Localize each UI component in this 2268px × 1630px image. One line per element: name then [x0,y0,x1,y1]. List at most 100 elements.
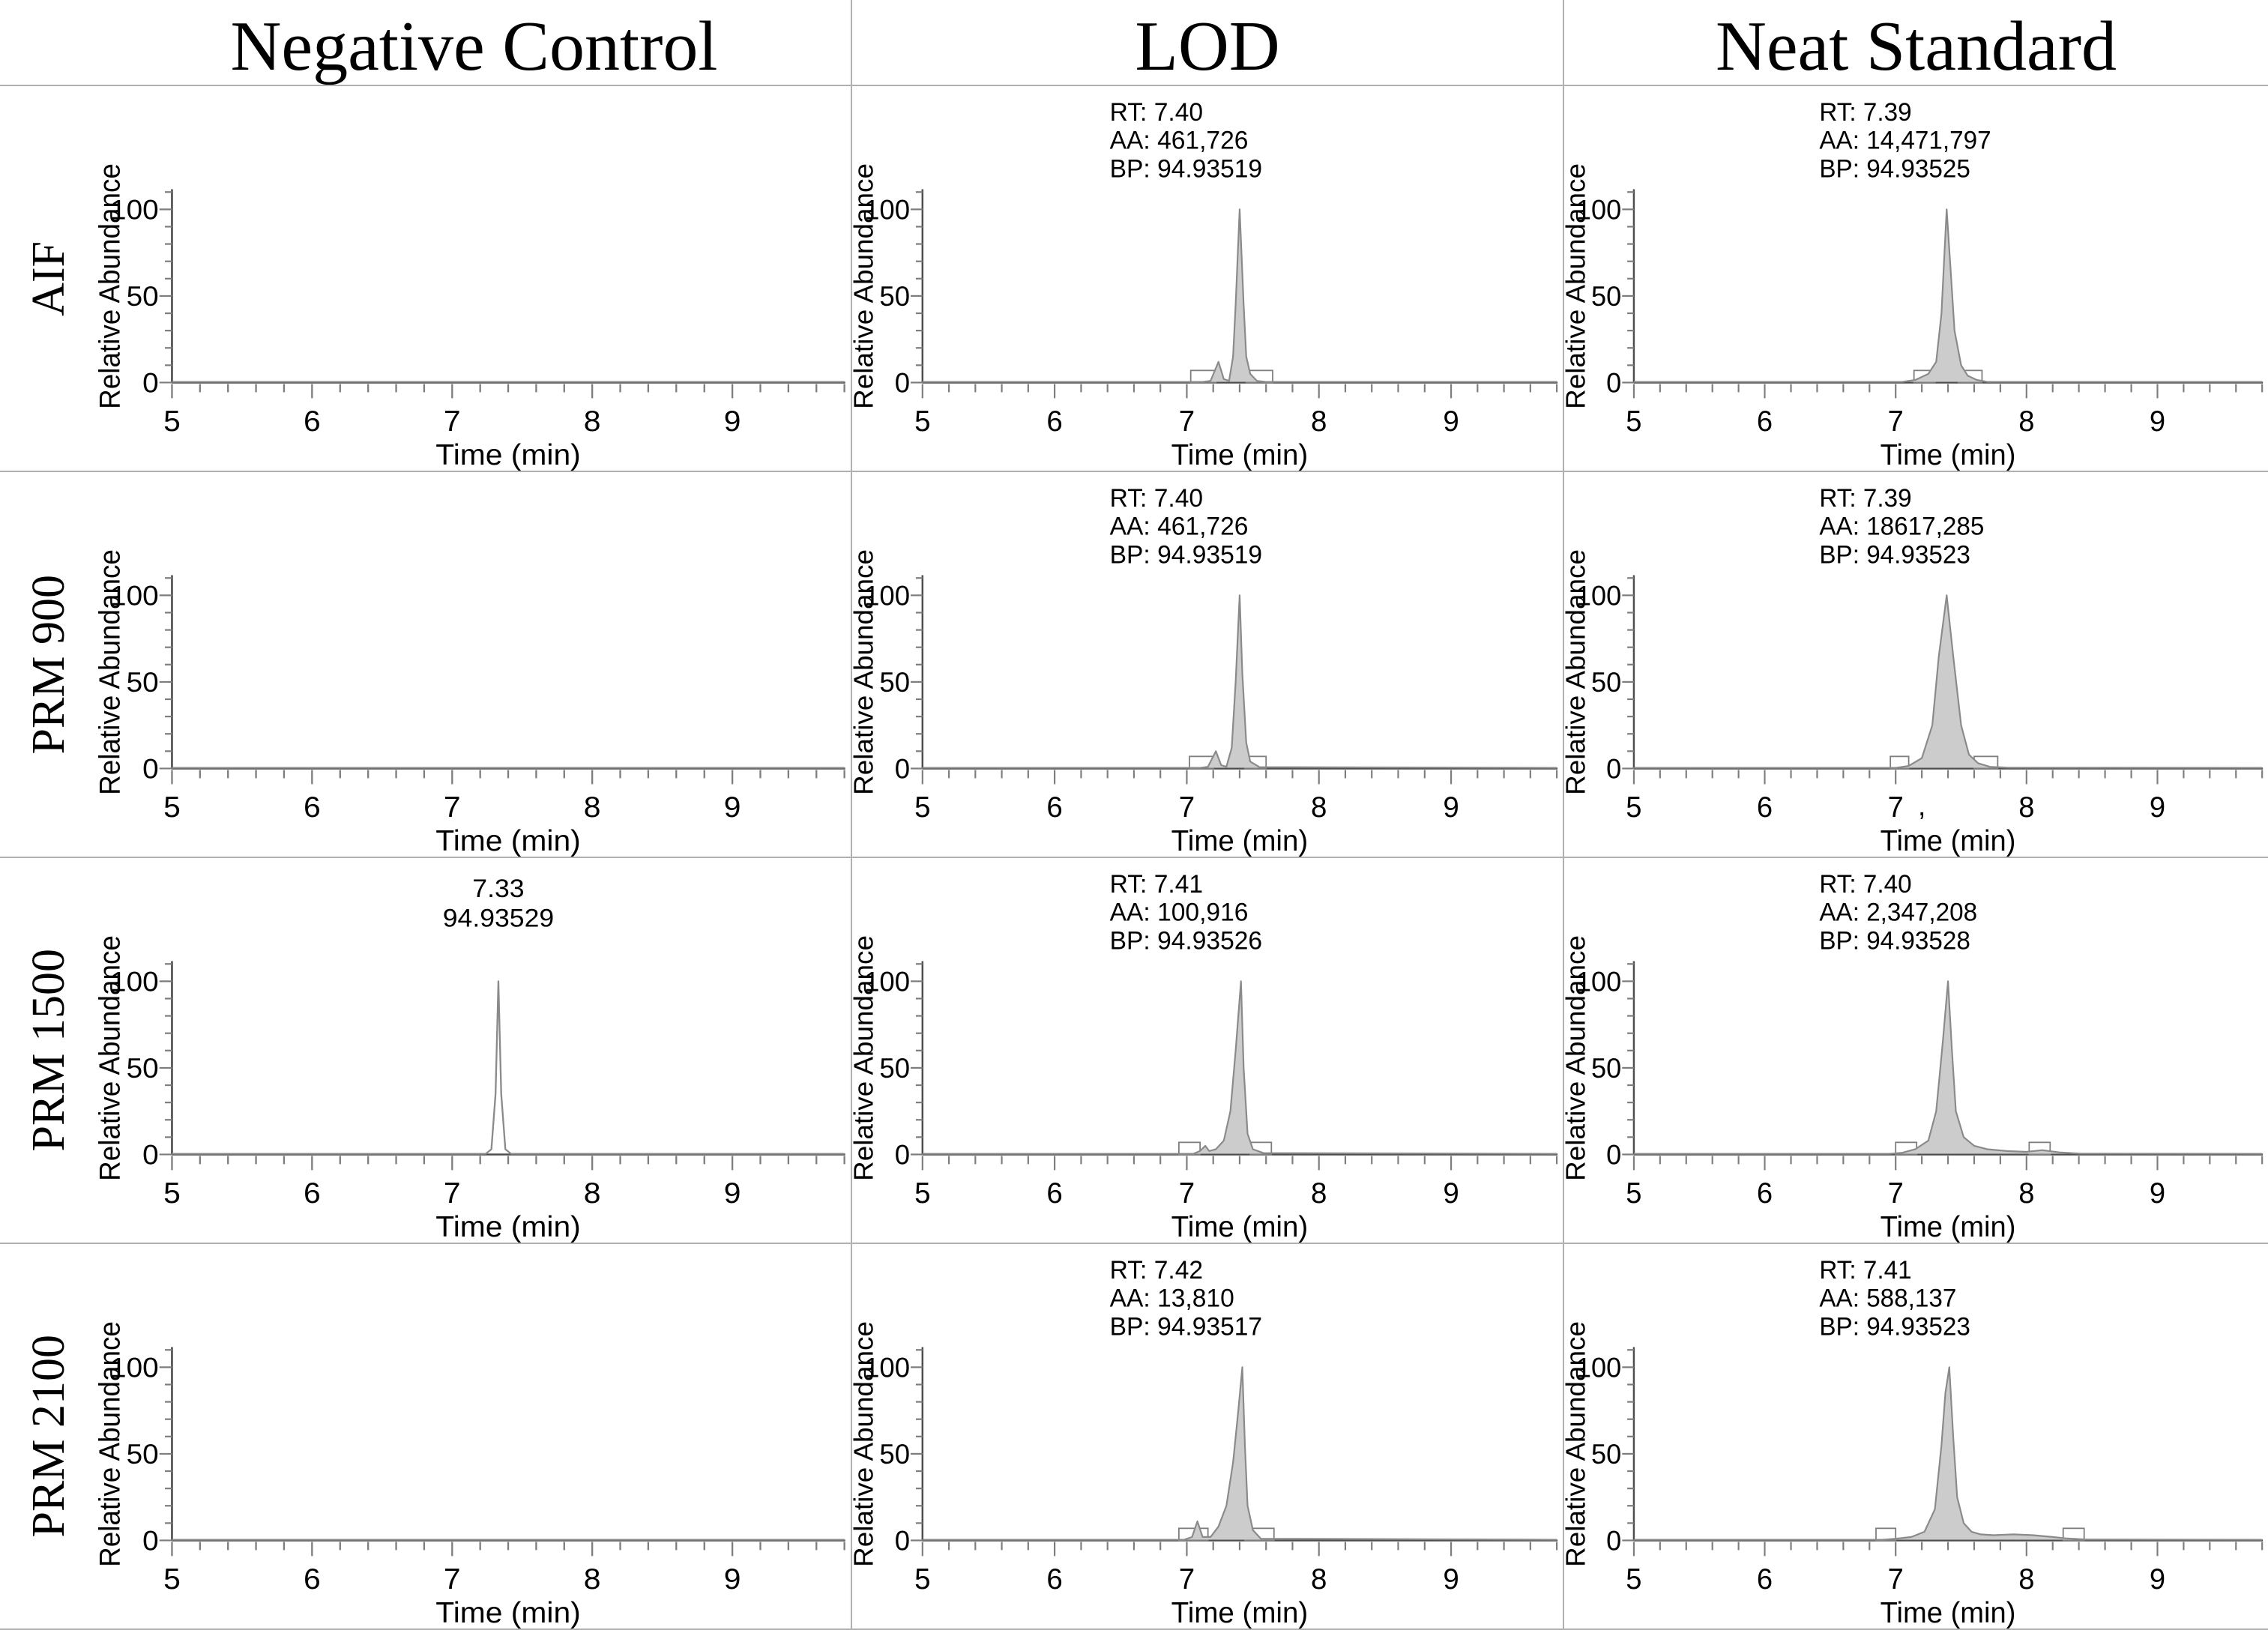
svg-text:9: 9 [1443,1563,1459,1596]
svg-text:9: 9 [1443,791,1459,824]
panel-aif-negative-control: 0 50 100 5 6 7 8 9 Time (min) Relative Abundance [97,86,851,472]
svg-text:50: 50 [879,281,910,312]
svg-text:5: 5 [914,791,930,824]
svg-text:7: 7 [444,405,461,438]
svg-text:5: 5 [1626,1177,1641,1210]
svg-text:AA: 461,726: AA: 461,726 [1110,127,1249,155]
svg-text:Time (min): Time (min) [1881,1597,2016,1629]
svg-text:5: 5 [163,405,181,438]
panel-aif-neat-standard: 0 50 100 5 6 7 8 9 Time (min) Relative Abundance R… [1563,86,2268,472]
svg-text:50: 50 [1591,1053,1621,1084]
svg-text:100: 100 [1576,1352,1621,1383]
panel-prm-2100-neat-standard: 0 50 100 5 6 7 8 9 Time (min) Relative Abundance R… [1563,1244,2268,1630]
svg-text:50: 50 [127,1054,159,1084]
svg-text:50: 50 [879,667,910,698]
svg-text:8: 8 [2018,1177,2034,1210]
svg-text:94.93529: 94.93529 [443,905,554,932]
svg-text:8: 8 [1311,1563,1327,1596]
svg-text:6: 6 [1757,1563,1773,1596]
svg-text:50: 50 [127,282,159,313]
svg-text:AA: 18617,285: AA: 18617,285 [1819,513,1984,540]
svg-text:Relative Abundance: Relative Abundance [97,935,127,1181]
column-header-label: Negative Control [230,7,718,85]
svg-text:Relative Abundance: Relative Abundance [852,1321,879,1567]
svg-text:8: 8 [584,1563,601,1596]
svg-text:0: 0 [1606,1139,1621,1170]
svg-text:0: 0 [1606,753,1621,784]
svg-text:7: 7 [444,1177,461,1210]
row-label-text: PRM 900 [23,574,74,755]
svg-text:Time (min): Time (min) [1881,1211,2016,1243]
chromatogram-plot: 0 50 100 5 6 7 8 9 Time (min) Relative Abundance R… [852,484,1558,857]
svg-text:Time (min): Time (min) [1171,1597,1309,1629]
svg-text:BP: 94.93525: BP: 94.93525 [1819,155,1970,183]
chromatogram-plot: 0 50 100 5 6 7 8 9 Time (min) Relative Abundance R… [1564,99,2264,471]
chromatogram-plot: 0 50 100 5 6 7 8 9 Time (min) Relative Abundance 7… [97,875,845,1243]
svg-text:8: 8 [584,405,601,438]
svg-text:7: 7 [444,1563,461,1596]
svg-text:50: 50 [127,1440,159,1470]
svg-text:6: 6 [1046,1563,1062,1596]
svg-text:5: 5 [914,1563,930,1596]
svg-text:8: 8 [584,791,601,824]
svg-text:0: 0 [895,753,910,784]
svg-text:Relative Abundance: Relative Abundance [1564,1321,1590,1567]
header-gutter [0,0,97,86]
chromatogram-plot: 0 50 100 5 6 7 8 9 Time (min) Relative Abundance R… [852,870,1558,1243]
svg-text:Relative Abundance: Relative Abundance [1564,935,1590,1181]
svg-text:8: 8 [1311,791,1327,824]
svg-text:BP: 94.93528: BP: 94.93528 [1819,927,1970,955]
svg-text:0: 0 [895,367,910,398]
svg-text:9: 9 [724,1563,741,1596]
panel-prm-1500-neat-standard: 0 50 100 5 6 7 8 9 Time (min) Relative Abundance R… [1563,858,2268,1244]
svg-text:AA: 461,726: AA: 461,726 [1110,513,1249,541]
svg-text:AA: 13,810: AA: 13,810 [1110,1285,1234,1313]
svg-text:0: 0 [142,368,159,399]
svg-text:9: 9 [2150,791,2165,824]
panel-prm-1500-negative-control: 0 50 100 5 6 7 8 9 Time (min) Relative Abundance 7… [97,858,851,1244]
svg-text:Time (min): Time (min) [1881,825,2016,857]
svg-text:100: 100 [1576,580,1621,611]
svg-text:9: 9 [2150,1177,2165,1210]
svg-text:6: 6 [1046,1177,1062,1210]
svg-text:6: 6 [1046,791,1062,824]
svg-text:7: 7 [444,791,461,824]
svg-text:Relative Abundance: Relative Abundance [1564,549,1590,795]
chromatogram-plot: 0 50 100 5 6 7 8 9 Time (min) Relative Abundance R… [852,98,1558,471]
column-header-negative-control: Negative Control [97,0,851,86]
svg-text:7: 7 [1888,405,1904,438]
svg-text:9: 9 [724,1177,741,1210]
svg-text:0: 0 [895,1139,910,1170]
panel-prm-2100-lod: 0 50 100 5 6 7 8 9 Time (min) Relative Abundance R… [851,1244,1563,1630]
svg-text:5: 5 [163,791,181,824]
svg-text:RT: 7.41: RT: 7.41 [1819,1257,1911,1285]
svg-text:BP: 94.93519: BP: 94.93519 [1110,154,1262,183]
svg-text:100: 100 [110,581,159,612]
svg-text:AA: 2,347,208: AA: 2,347,208 [1819,899,1977,926]
svg-text:6: 6 [304,791,321,824]
row-label-prm-2100: PRM 2100 [0,1244,97,1630]
svg-text:0: 0 [895,1525,910,1556]
svg-text:9: 9 [1443,405,1459,438]
svg-text:5: 5 [914,1177,930,1210]
svg-text:Relative Abundance: Relative Abundance [97,1321,127,1567]
svg-text:Relative Abundance: Relative Abundance [852,163,879,409]
svg-text:9: 9 [724,405,741,438]
svg-text:100: 100 [110,195,159,226]
row-label-text: AIF [23,241,74,316]
svg-text:Time (min): Time (min) [1171,825,1309,857]
svg-text:7: 7 [1888,791,1904,824]
svg-text:9: 9 [724,791,741,824]
svg-text:BP: 94.93523: BP: 94.93523 [1819,1313,1970,1341]
svg-text:6: 6 [1046,405,1062,438]
chromatogram-plot: 0 50 100 5 6 7 8 9 Time (min) Relative Abundance R… [852,1256,1558,1629]
svg-text:7: 7 [1888,1177,1904,1210]
svg-text:RT: 7.39: RT: 7.39 [1819,99,1911,127]
row-label-text: PRM 1500 [23,949,74,1152]
svg-text:7: 7 [1179,791,1195,824]
svg-text:Time (min): Time (min) [435,1211,581,1243]
panel-prm-2100-negative-control: 0 50 100 5 6 7 8 9 Time (min) Relative Abundance [97,1244,851,1630]
svg-text:RT: 7.40: RT: 7.40 [1110,484,1203,513]
svg-text:Relative Abundance: Relative Abundance [852,549,879,795]
